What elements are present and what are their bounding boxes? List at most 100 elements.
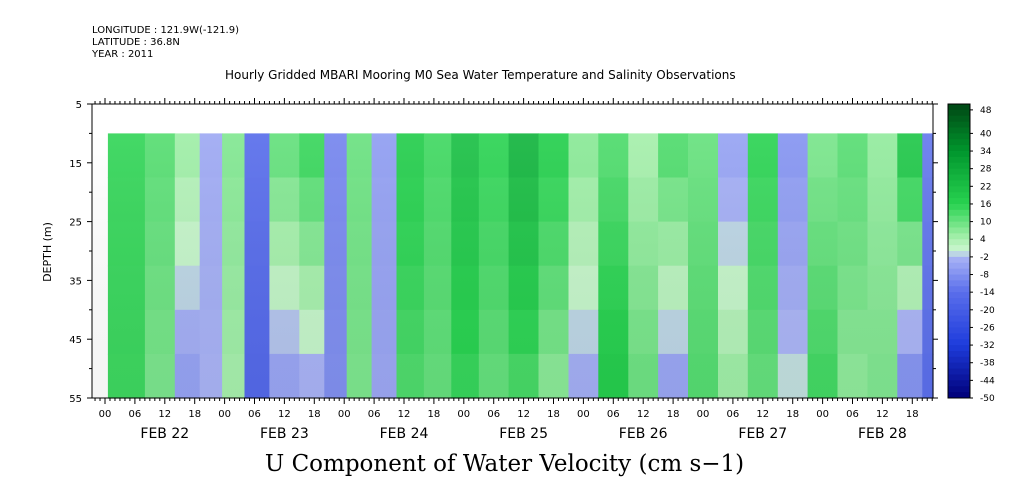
colorbar-swatch (948, 256, 970, 264)
colorbar-label: -14 (980, 288, 995, 298)
x-tick-label: 18 (667, 409, 680, 420)
x-tick-label: 00 (457, 409, 470, 420)
x-tick-label: 12 (158, 409, 171, 420)
colorbar-swatch (948, 198, 970, 205)
colorbar-swatch (948, 380, 970, 387)
colorbar-swatch (948, 386, 970, 393)
x-tick-label: 00 (218, 409, 231, 420)
colorbar-swatch (948, 203, 970, 211)
colorbar-swatch (948, 168, 970, 175)
chart-title: Hourly Gridded MBARI Mooring M0 Sea Wate… (225, 68, 736, 82)
colorbar: 48 40 34 28 22 16 10 4 -2 -8 -14 -20 -26 -32 -38 -44 -50 (947, 103, 995, 404)
colorbar-swatch (948, 274, 970, 281)
colorbar-swatch (948, 156, 970, 164)
colorbar-label: 10 (980, 218, 992, 228)
colorbar-swatch (948, 180, 970, 187)
axes: 5 15 25 35 45 55 00 06 12 18 00 06 12 18 00 06 12 18 00 06 1… (69, 98, 938, 442)
x-tick-label: 18 (308, 409, 321, 420)
colorbar-label: -2 (980, 253, 989, 263)
x-tick-label: 06 (248, 409, 261, 420)
x-tick-label: 00 (697, 409, 710, 420)
x-tick-label: 18 (428, 409, 441, 420)
plot-area (92, 104, 934, 399)
colorbar-swatch (948, 109, 970, 117)
colorbar-swatch (948, 368, 970, 375)
variable-label: U Component of Water Velocity (cm s−1) (264, 451, 745, 477)
colorbar-swatch (948, 227, 970, 234)
colorbar-label: -32 (980, 341, 995, 351)
colorbar-swatch (948, 280, 970, 287)
x-day-label: FEB 24 (380, 426, 429, 442)
colorbar-swatch (948, 251, 970, 258)
colorbar-swatch (948, 115, 970, 123)
x-day-label: FEB 23 (260, 426, 309, 442)
colorbar-swatch (948, 392, 970, 399)
colorbar-swatch (948, 186, 970, 193)
x-tick-label: 18 (547, 409, 560, 420)
colorbar-swatch (948, 268, 970, 275)
colorbar-swatch (948, 350, 970, 358)
colorbar-swatch (948, 121, 970, 128)
colorbar-swatch (948, 286, 970, 293)
colorbar-swatch (948, 362, 970, 369)
x-tick-label: 18 (188, 409, 201, 420)
colorbar-swatch (948, 303, 970, 311)
x-tick-label: 06 (607, 409, 620, 420)
colorbar-swatch (948, 221, 970, 228)
x-tick-label: 12 (278, 409, 291, 420)
colorbar-label: -8 (980, 271, 989, 281)
x-tick-label: 12 (398, 409, 411, 420)
x-tick-label: 06 (487, 409, 500, 420)
colorbar-swatch (948, 233, 970, 240)
x-tick-label: 00 (816, 409, 829, 420)
colorbar-label: -50 (980, 394, 995, 404)
x-day-label: FEB 28 (858, 426, 907, 442)
colorbar-label: 16 (980, 200, 992, 210)
colorbar-label: 48 (980, 106, 992, 116)
colorbar-swatch (948, 292, 970, 299)
colorbar-swatch (948, 262, 970, 270)
colorbar-swatch (948, 339, 970, 346)
colorbar-swatch (948, 209, 970, 217)
colorbar-swatch (948, 145, 970, 152)
x-tick-label: 06 (129, 409, 142, 420)
x-tick-label: 18 (906, 409, 919, 420)
y-tick-label: 15 (69, 159, 82, 170)
colorbar-swatch (948, 298, 970, 305)
colorbar-swatch (948, 327, 970, 334)
year-label: YEAR : 2011 (92, 49, 154, 60)
x-tick-label: 06 (727, 409, 740, 420)
colorbar-label: 28 (980, 165, 992, 175)
colorbar-swatch (948, 239, 970, 246)
y-axis-label: DEPTH (m) (41, 222, 54, 282)
x-tick-label: 12 (637, 409, 650, 420)
colorbar-swatch (948, 139, 970, 146)
x-tick-label: 06 (846, 409, 859, 420)
colorbar-swatch (948, 127, 970, 134)
y-tick-label: 5 (76, 100, 82, 111)
colorbar-label: -26 (980, 323, 995, 333)
colorbar-swatch (948, 321, 970, 328)
colorbar-swatch (948, 309, 970, 317)
latitude-label: LATITUDE : 36.8N (92, 37, 180, 48)
colorbar-label: -20 (980, 306, 995, 316)
colorbar-label: 34 (980, 147, 992, 157)
colorbar-label: 40 (980, 129, 992, 139)
x-tick-label: 12 (876, 409, 889, 420)
longitude-label: LONGITUDE : 121.9W(-121.9) (92, 25, 239, 36)
x-tick-label: 00 (577, 409, 590, 420)
colorbar-swatch (948, 133, 970, 140)
colorbar-swatch (948, 245, 970, 252)
colorbar-swatch (948, 333, 970, 340)
x-day-label: FEB 22 (140, 426, 189, 442)
y-tick-label: 35 (69, 276, 82, 287)
x-day-label: FEB 26 (619, 426, 668, 442)
colorbar-label: 22 (980, 182, 991, 192)
colorbar-swatch (948, 104, 970, 111)
colorbar-swatch (948, 315, 970, 322)
x-day-label: FEB 25 (499, 426, 548, 442)
x-tick-label: 12 (517, 409, 530, 420)
y-tick-label: 55 (69, 394, 82, 405)
colorbar-swatch (948, 215, 970, 222)
